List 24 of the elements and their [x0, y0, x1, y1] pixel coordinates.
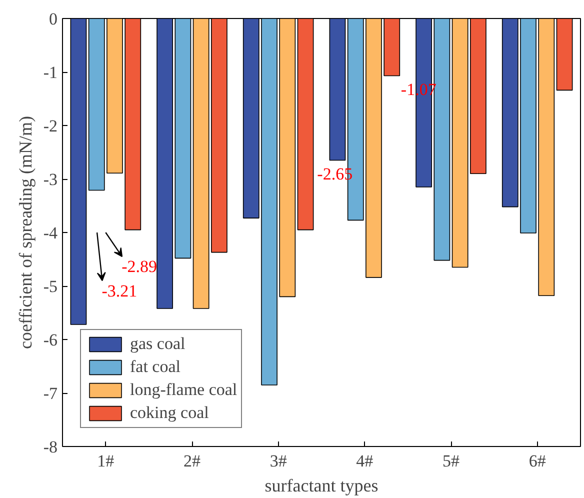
- y-tick-label: -2: [43, 116, 58, 136]
- y-axis-title: coefficient of spreading (mN/m): [15, 116, 36, 350]
- y-tick-label: -3: [43, 170, 58, 189]
- x-tick-label: 2#: [184, 452, 201, 470]
- x-tick-label: 3#: [270, 452, 288, 470]
- legend-label: long-flame coal: [130, 380, 238, 400]
- x-tick-label: 4#: [356, 452, 374, 470]
- y-tick-label: -5: [43, 277, 58, 296]
- y-tick-label: -4: [43, 224, 58, 242]
- annotation: -2.89: [122, 257, 158, 276]
- x-tick-label: 1#: [97, 452, 115, 470]
- annotation: -3.21: [102, 281, 138, 300]
- y-tick-label: -6: [43, 330, 58, 350]
- legend-label: fat coal: [130, 357, 180, 377]
- legend-label: gas coal: [130, 334, 186, 354]
- legend-label: coking coal: [130, 403, 209, 423]
- x-tick-label: 5#: [442, 452, 460, 470]
- y-tick-label: -8: [43, 438, 58, 456]
- x-tick-label: 6#: [528, 452, 546, 470]
- y-tick-label: -1: [43, 63, 58, 82]
- y-tick-label: 0: [49, 10, 58, 28]
- y-tick-label: -7: [43, 384, 58, 403]
- annotation: -1.07: [400, 80, 437, 100]
- x-axis-title: surfactant types: [264, 476, 378, 496]
